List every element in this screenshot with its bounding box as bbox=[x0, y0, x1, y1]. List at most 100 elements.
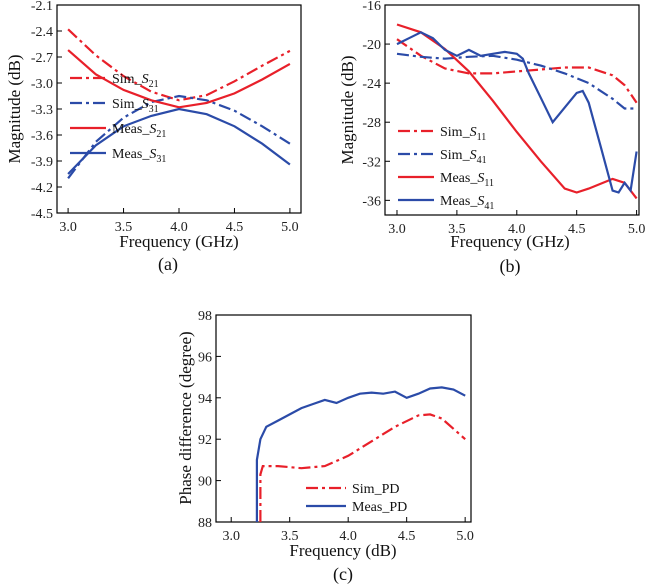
series-line-a-3 bbox=[67, 107, 291, 175]
panel-a: 3.0 3.5 4.0 4.5 5.0 -2.1 -2.4 -2.7 -3.0 -3.3 -3.6 -… bbox=[5, 0, 302, 275]
x-tick-label: 4.0 bbox=[508, 222, 526, 237]
legend-label: Meas_PD bbox=[352, 500, 407, 515]
legend-label-subscript: 21 bbox=[156, 129, 166, 140]
legend-label-base: Sim_PD bbox=[352, 482, 399, 497]
x-tick-label: 3.0 bbox=[222, 529, 240, 544]
y-tick-label: -3.9 bbox=[31, 155, 53, 170]
y-tick-label: -2.1 bbox=[31, 0, 53, 14]
series-line-a-0 bbox=[67, 28, 291, 102]
x-tick-label: 4.0 bbox=[170, 220, 188, 235]
legend-label-symbol: S bbox=[149, 147, 156, 162]
legend-label-subscript: 11 bbox=[484, 178, 494, 189]
y-tick-label: -2.4 bbox=[31, 25, 53, 40]
y-tick-label: -3.6 bbox=[31, 129, 53, 144]
x-tick-label: 5.0 bbox=[628, 222, 646, 237]
plot-area-a: 3.0 3.5 4.0 4.5 5.0 -2.1 -2.4 -2.7 -3.0 -3.3 -3.6 -… bbox=[31, 0, 299, 235]
x-tick-label: 3.5 bbox=[115, 220, 133, 235]
x-tick-label: 5.0 bbox=[281, 220, 299, 235]
y-tick-label: -4.2 bbox=[31, 181, 53, 196]
legend-label: Sim_S31 bbox=[112, 97, 159, 115]
y-tick-label: -3.0 bbox=[31, 77, 53, 92]
legend-label-base: Sim_ bbox=[440, 125, 471, 140]
y-tick-label: -2.7 bbox=[31, 51, 53, 66]
series-line-c-0 bbox=[259, 413, 466, 522]
series-line-a-2 bbox=[67, 49, 291, 109]
legend-label-symbol: S bbox=[470, 148, 477, 163]
legend-label: Meas_S31 bbox=[112, 147, 166, 165]
legend-label-subscript: 11 bbox=[477, 132, 487, 143]
y-tick-label: 88 bbox=[198, 516, 212, 531]
y-tick-label: -36 bbox=[362, 194, 381, 209]
legend-label: Sim_S21 bbox=[112, 72, 159, 90]
x-tick-label: 3.5 bbox=[281, 529, 299, 544]
legend-label-symbol: S bbox=[142, 72, 149, 87]
y-tick-label: 92 bbox=[198, 433, 212, 448]
y-axis-label-c: Phase difference (degree) bbox=[176, 331, 195, 504]
y-tick-label: 94 bbox=[198, 392, 212, 407]
legend-label-base: Meas_ bbox=[112, 147, 150, 162]
legend-label-base: Meas_PD bbox=[352, 500, 407, 515]
legend-label-base: Sim_ bbox=[112, 97, 143, 112]
series-line-c-1 bbox=[255, 386, 466, 522]
plot-area-b: 3.0 3.5 4.0 4.5 5.0-16-20-24-28-32-36Sim_S11… bbox=[362, 0, 645, 237]
x-tick-label: 3.0 bbox=[388, 222, 406, 237]
y-tick-label: -24 bbox=[362, 77, 381, 92]
caption-a: (a) bbox=[158, 254, 178, 275]
caption-c: (c) bbox=[333, 564, 353, 585]
x-axis-label-c: Frequency (dB) bbox=[289, 541, 396, 560]
y-axis-label-b: Magnitude (dB) bbox=[338, 55, 357, 164]
x-tick-label: 4.5 bbox=[568, 222, 586, 237]
x-tick-label: 4.0 bbox=[339, 529, 357, 544]
legend-label-subscript: 31 bbox=[149, 104, 159, 115]
y-tick-label: 90 bbox=[198, 475, 212, 490]
legend-label: Sim_S41 bbox=[440, 148, 487, 166]
y-tick-label: -3.3 bbox=[31, 103, 53, 118]
x-tick-label: 3.5 bbox=[448, 222, 466, 237]
series-line-b-3 bbox=[396, 31, 638, 194]
legend-label-subscript: 31 bbox=[156, 154, 166, 165]
series-line-a-1 bbox=[67, 94, 291, 179]
caption-b: (b) bbox=[500, 256, 521, 277]
legend-label-base: Sim_ bbox=[112, 72, 143, 87]
legend-label-subscript: 21 bbox=[149, 79, 159, 90]
plot-area-c: 3.0 3.5 4.0 4.5 5.0 98 96 94 92 90 88 Sim_PD Meas_PD bbox=[198, 309, 474, 544]
legend-label-base: Meas_ bbox=[440, 171, 478, 186]
x-tick-label: 4.5 bbox=[226, 220, 244, 235]
y-tick-label: 98 bbox=[198, 309, 212, 324]
legend-label-symbol: S bbox=[477, 194, 484, 209]
legend-label-base: Meas_ bbox=[440, 194, 478, 209]
y-tick-label: -16 bbox=[362, 0, 381, 14]
y-tick-label: -20 bbox=[362, 38, 381, 53]
legend-label-base: Meas_ bbox=[112, 122, 150, 137]
panel-b: 3.0 3.5 4.0 4.5 5.0-16-20-24-28-32-36Sim_S11… bbox=[338, 0, 645, 277]
legend-label-symbol: S bbox=[470, 125, 477, 140]
legend-label: Meas_S11 bbox=[440, 171, 494, 189]
series-line-b-2 bbox=[396, 23, 638, 200]
legend-label-subscript: 41 bbox=[477, 155, 487, 166]
series-line-b-1 bbox=[396, 52, 637, 110]
panel-c: 3.0 3.5 4.0 4.5 5.0 98 96 94 92 90 88 Sim_PD Meas_PD… bbox=[176, 309, 474, 585]
x-tick-label: 4.5 bbox=[398, 529, 416, 544]
x-tick-label: 3.0 bbox=[59, 220, 77, 235]
y-tick-label: 96 bbox=[198, 350, 212, 365]
y-axis-label-a: Magnitude (dB) bbox=[5, 54, 24, 163]
legend-label: Meas_S41 bbox=[440, 194, 494, 212]
legend-label-symbol: S bbox=[142, 97, 149, 112]
y-tick-label: -28 bbox=[362, 116, 381, 131]
legend-c: Sim_PD Meas_PD bbox=[306, 482, 407, 515]
legend-label-symbol: S bbox=[477, 171, 484, 186]
y-tick-label: -4.5 bbox=[31, 207, 53, 222]
plot-frame-c bbox=[215, 314, 472, 523]
legend-label: Sim_PD bbox=[352, 482, 399, 497]
series-line-b-0 bbox=[396, 38, 638, 104]
legend-label: Meas_S21 bbox=[112, 122, 166, 140]
legend-label-subscript: 41 bbox=[484, 201, 494, 212]
plot-frame-b bbox=[384, 4, 640, 216]
x-axis-label-b: Frequency (GHz) bbox=[450, 232, 569, 251]
x-axis-label-a: Frequency (GHz) bbox=[119, 232, 238, 251]
x-tick-label: 5.0 bbox=[456, 529, 474, 544]
legend-label-base: Sim_ bbox=[440, 148, 471, 163]
